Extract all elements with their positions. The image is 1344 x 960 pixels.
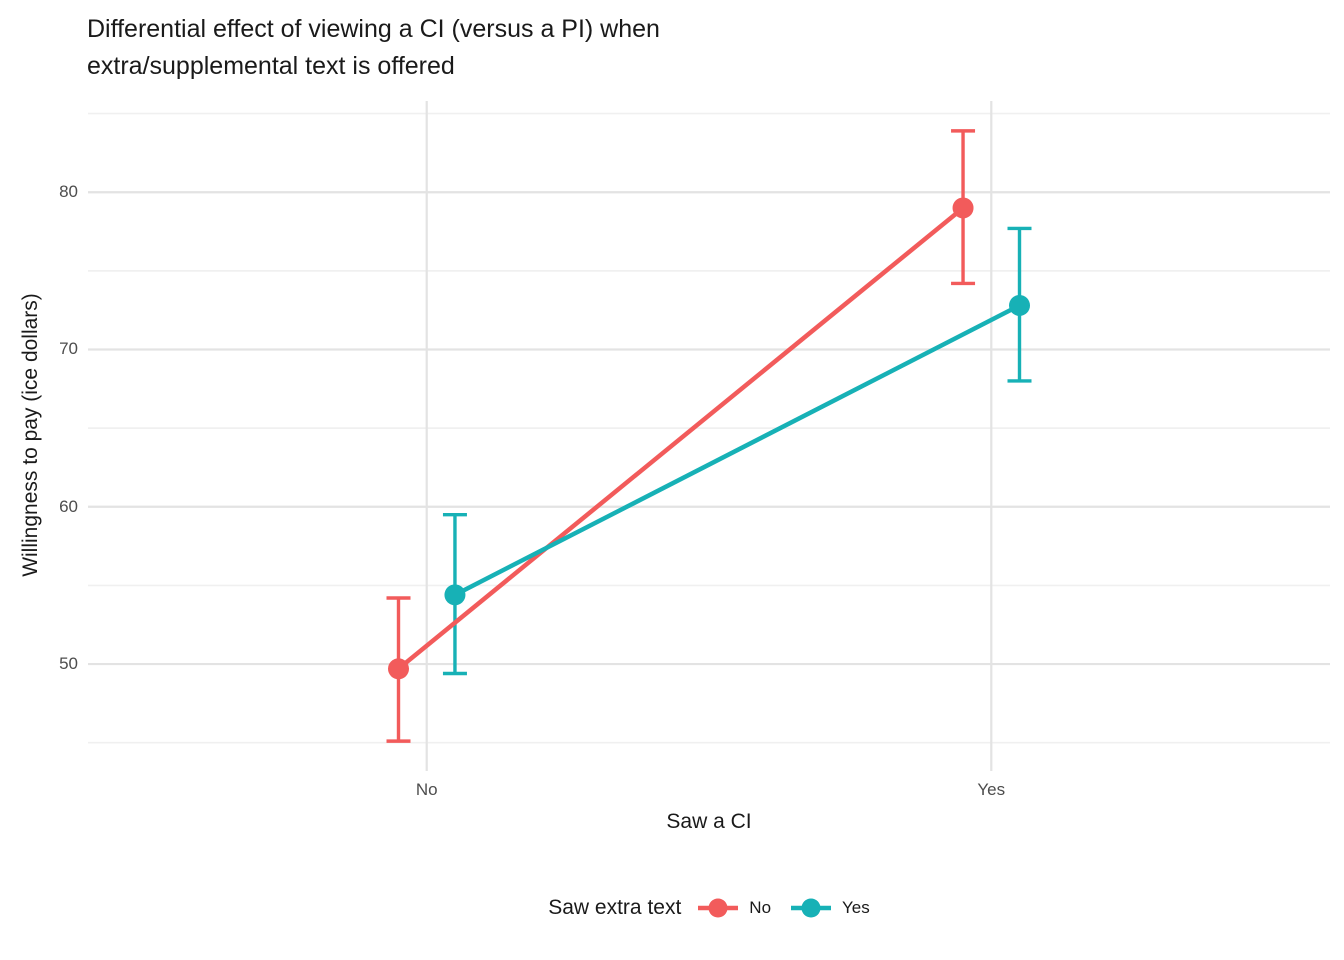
legend-item-no: No bbox=[698, 896, 771, 920]
legend-key-icon-no bbox=[698, 898, 739, 918]
series-line-yes bbox=[453, 303, 1021, 597]
data-point-no-no bbox=[388, 658, 409, 680]
x-tick-label-yes: Yes bbox=[977, 780, 1006, 799]
plot-title: Differential effect of viewing a CI (ver… bbox=[87, 11, 660, 85]
legend-label-yes: Yes bbox=[842, 898, 870, 917]
legend: Saw extra text No Yes bbox=[88, 886, 1330, 930]
y-tick-label-80: 80 bbox=[59, 182, 78, 202]
legend-title: Saw extra text bbox=[548, 896, 682, 919]
legend-label-no: No bbox=[749, 898, 772, 917]
data-point-no-yes bbox=[952, 197, 974, 219]
y-tick-label-60: 60 bbox=[59, 496, 78, 516]
y-tick-label-50: 50 bbox=[59, 654, 78, 674]
series-line-no bbox=[397, 206, 965, 671]
legend-item-yes: Yes bbox=[791, 896, 870, 920]
y-axis-title: Willingness to pay (ice dollars) bbox=[19, 293, 42, 577]
legend-key-icon-yes bbox=[791, 898, 832, 918]
x-tick-label-no: No bbox=[415, 780, 438, 799]
y-tick-label-70: 70 bbox=[59, 339, 78, 359]
x-axis-title: Saw a CI bbox=[666, 810, 752, 833]
data-point-yes-no bbox=[444, 584, 466, 606]
plot-title-line1: Differential effect of viewing a CI (ver… bbox=[87, 15, 660, 43]
data-point-yes-yes bbox=[1009, 294, 1030, 316]
plot-title-line2: extra/supplemental text is offered bbox=[87, 52, 455, 80]
legend-items: No Yes bbox=[698, 896, 870, 920]
